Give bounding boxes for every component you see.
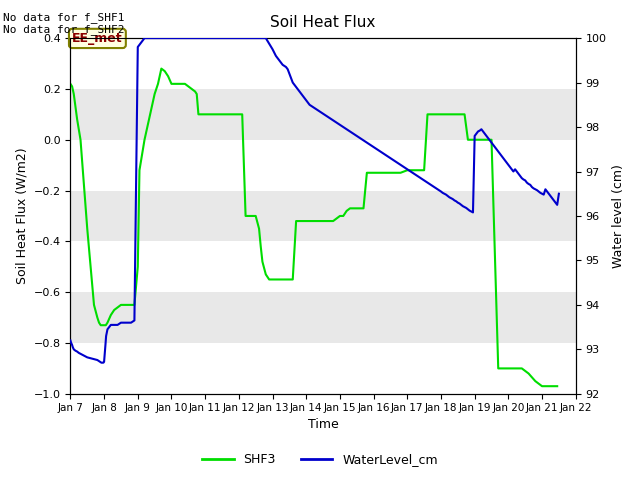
Text: No data for f_SHF1
No data for f_SHF2: No data for f_SHF1 No data for f_SHF2 — [3, 12, 125, 36]
Bar — [70, 343, 576, 394]
Legend: SHF3, WaterLevel_cm: SHF3, WaterLevel_cm — [197, 448, 443, 471]
X-axis label: Time: Time — [308, 419, 339, 432]
Y-axis label: Soil Heat Flux (W/m2): Soil Heat Flux (W/m2) — [15, 148, 28, 284]
Bar — [70, 241, 576, 292]
Bar — [70, 38, 576, 89]
Text: EE_met: EE_met — [72, 32, 123, 45]
Title: Soil Heat Flux: Soil Heat Flux — [270, 15, 376, 30]
Y-axis label: Water level (cm): Water level (cm) — [612, 164, 625, 268]
Bar — [70, 140, 576, 191]
